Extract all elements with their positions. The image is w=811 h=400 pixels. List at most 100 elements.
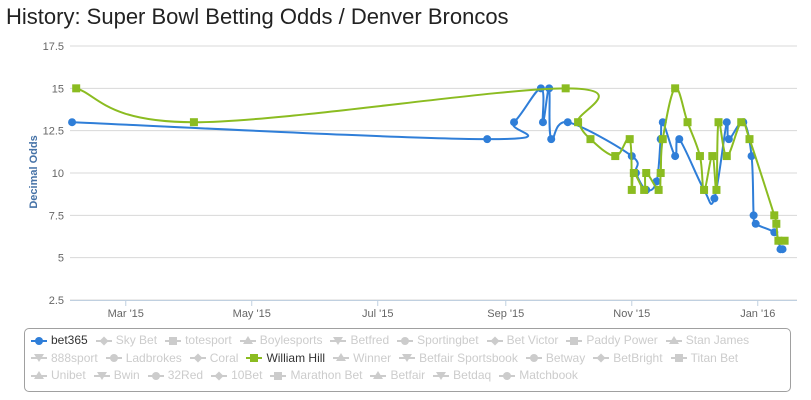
legend-item-sportingbet[interactable]: Sportingbet <box>397 332 479 350</box>
legend-item-boylesports[interactable]: Boylesports <box>239 332 322 350</box>
data-point[interactable] <box>510 118 519 127</box>
legend-item-sky-bet[interactable]: Sky Bet <box>95 332 157 350</box>
legend-label: Coral <box>209 350 239 365</box>
data-point[interactable] <box>72 84 81 93</box>
triangle-icon <box>333 353 350 363</box>
data-point[interactable] <box>671 152 680 161</box>
legend-label: Marathon Bet <box>290 368 363 382</box>
y-tick-label: 5 <box>58 253 64 265</box>
series-group <box>68 84 789 254</box>
triangle-down-icon <box>330 336 347 346</box>
x-tick-label: Nov '15 <box>613 308 650 320</box>
data-point[interactable] <box>671 84 680 93</box>
legend-label: Betdaq <box>453 368 492 382</box>
data-point[interactable] <box>770 211 779 220</box>
legend-item-marathon-bet[interactable]: Marathon Bet <box>270 367 362 385</box>
legend-item-coral[interactable]: Coral <box>189 350 239 368</box>
data-point[interactable] <box>751 219 760 228</box>
square-icon <box>270 371 287 381</box>
legend-label: Winner <box>353 350 392 365</box>
data-point[interactable] <box>538 118 547 127</box>
series-line-william-hill <box>75 87 785 244</box>
triangle-icon <box>665 335 682 346</box>
legend-item-bwin[interactable]: Bwin <box>93 367 140 385</box>
legend-item-winner[interactable]: Winner <box>333 350 391 368</box>
circle-icon <box>397 336 414 346</box>
data-point[interactable] <box>712 185 721 194</box>
legend-item-ladbrokes[interactable]: Ladbrokes <box>105 350 182 368</box>
data-point[interactable] <box>625 135 634 144</box>
data-point[interactable] <box>561 84 570 93</box>
data-point[interactable] <box>778 245 787 254</box>
data-point[interactable] <box>724 135 733 144</box>
data-point[interactable] <box>658 135 667 144</box>
data-point[interactable] <box>483 135 492 144</box>
data-point[interactable] <box>586 135 595 144</box>
legend-item-titan-bet[interactable]: Titan Bet <box>670 350 738 368</box>
legend-label: Betfair Sportsbook <box>419 350 518 365</box>
data-point[interactable] <box>695 152 704 161</box>
legend-item-bet365[interactable]: bet365 <box>31 332 88 350</box>
data-point[interactable] <box>700 185 709 194</box>
legend-label: 32Red <box>167 368 204 382</box>
x-tick-label: Sep '15 <box>487 308 524 320</box>
legend-label: Paddy Power <box>586 333 658 347</box>
data-point[interactable] <box>627 185 636 194</box>
data-point[interactable] <box>68 118 77 127</box>
data-point[interactable] <box>780 236 789 245</box>
data-point[interactable] <box>547 135 556 144</box>
data-point[interactable] <box>708 152 717 161</box>
circle-icon <box>147 371 164 381</box>
legend-item-paddy-power[interactable]: Paddy Power <box>566 332 658 350</box>
legend-item-betdaq[interactable]: Betdaq <box>433 367 491 385</box>
data-point[interactable] <box>611 152 620 161</box>
legend-label: bet365 <box>51 333 88 347</box>
legend-item-stan-james[interactable]: Stan James <box>665 332 749 350</box>
square-icon <box>165 336 182 346</box>
data-point[interactable] <box>656 169 665 177</box>
legend-item-betfair-sportsbook[interactable]: Betfair Sportsbook <box>399 350 518 368</box>
data-point[interactable] <box>714 118 723 127</box>
legend-item-betfred[interactable]: Betfred <box>330 332 389 350</box>
legend-item-matchbook[interactable]: Matchbook <box>499 367 578 385</box>
data-point[interactable] <box>710 194 719 203</box>
data-point[interactable] <box>654 185 663 194</box>
data-point[interactable] <box>772 219 781 228</box>
data-point[interactable] <box>749 211 758 220</box>
y-tick-label: 7.5 <box>49 210 64 222</box>
legend-item-bet-victor[interactable]: Bet Victor <box>486 332 559 350</box>
legend-item-william-hill[interactable]: William Hill <box>246 350 325 368</box>
legend-item-888sport[interactable]: 888sport <box>31 350 98 368</box>
y-tick-label: 2.5 <box>49 295 64 307</box>
legend: bet365 Sky Bet totesport Boylesports Betfred… <box>24 328 791 392</box>
data-point[interactable] <box>640 185 649 194</box>
triangle-icon <box>239 335 256 346</box>
legend-item-32red[interactable]: 32Red <box>147 367 204 385</box>
data-point[interactable] <box>722 118 731 127</box>
legend-label: Bwin <box>113 368 140 382</box>
data-point[interactable] <box>629 169 638 177</box>
legend-label: Ladbrokes <box>125 350 182 365</box>
legend-label: Bet Victor <box>506 333 559 347</box>
triangle-down-icon <box>93 371 110 381</box>
data-point[interactable] <box>774 236 783 245</box>
data-point[interactable] <box>189 118 198 127</box>
legend-item-betfair[interactable]: Betfair <box>370 367 425 385</box>
data-point[interactable] <box>642 169 651 177</box>
legend-item-betbright[interactable]: BetBright <box>593 350 663 368</box>
data-point[interactable] <box>722 152 731 161</box>
data-point[interactable] <box>574 118 583 127</box>
legend-item-betway[interactable]: Betway <box>525 350 586 368</box>
legend-label: Betfred <box>350 333 390 347</box>
data-point[interactable] <box>745 135 754 144</box>
legend-label: totesport <box>185 333 232 347</box>
legend-label: William Hill <box>266 350 326 365</box>
data-point[interactable] <box>675 135 684 144</box>
data-point[interactable] <box>683 118 692 127</box>
legend-label: Betway <box>545 350 586 365</box>
legend-item-totesport[interactable]: totesport <box>165 332 232 350</box>
data-point[interactable] <box>737 118 746 127</box>
legend-item-10bet[interactable]: 10Bet <box>211 367 262 385</box>
legend-item-unibet[interactable]: Unibet <box>31 367 86 385</box>
data-point[interactable] <box>563 118 572 127</box>
